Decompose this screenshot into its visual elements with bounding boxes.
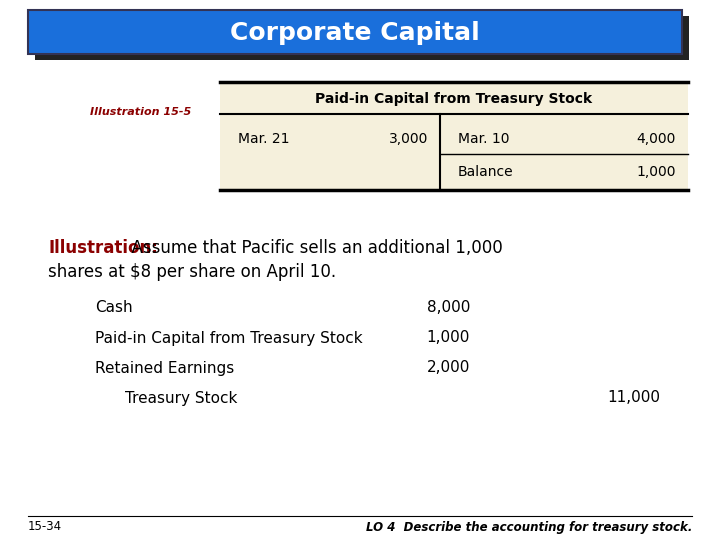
Text: Illustration:: Illustration: bbox=[48, 239, 158, 257]
Text: Illustration 15-5: Illustration 15-5 bbox=[90, 107, 192, 117]
Text: Balance: Balance bbox=[458, 165, 513, 179]
Text: Paid-in Capital from Treasury Stock: Paid-in Capital from Treasury Stock bbox=[315, 92, 593, 106]
Text: 15-34: 15-34 bbox=[28, 521, 62, 534]
Bar bbox=[35, 16, 689, 60]
Text: Retained Earnings: Retained Earnings bbox=[95, 361, 234, 375]
Text: shares at $8 per share on April 10.: shares at $8 per share on April 10. bbox=[48, 263, 336, 281]
Text: Corporate Capital: Corporate Capital bbox=[230, 21, 480, 45]
Bar bbox=[28, 10, 682, 54]
Text: 8,000: 8,000 bbox=[427, 300, 470, 315]
Text: 2,000: 2,000 bbox=[427, 361, 470, 375]
Text: Treasury Stock: Treasury Stock bbox=[125, 390, 238, 406]
Text: 11,000: 11,000 bbox=[607, 390, 660, 406]
Text: Assume that Pacific sells an additional 1,000: Assume that Pacific sells an additional … bbox=[121, 239, 503, 257]
Text: Mar. 21: Mar. 21 bbox=[238, 132, 289, 146]
Text: Paid-in Capital from Treasury Stock: Paid-in Capital from Treasury Stock bbox=[95, 330, 363, 346]
Text: LO 4  Describe the accounting for treasury stock.: LO 4 Describe the accounting for treasur… bbox=[366, 521, 692, 534]
Text: 1,000: 1,000 bbox=[636, 165, 676, 179]
Text: Cash: Cash bbox=[95, 300, 132, 315]
Text: 1,000: 1,000 bbox=[427, 330, 470, 346]
Text: 3,000: 3,000 bbox=[389, 132, 428, 146]
Text: 4,000: 4,000 bbox=[636, 132, 676, 146]
Bar bbox=[220, 82, 688, 190]
Text: Mar. 10: Mar. 10 bbox=[458, 132, 510, 146]
